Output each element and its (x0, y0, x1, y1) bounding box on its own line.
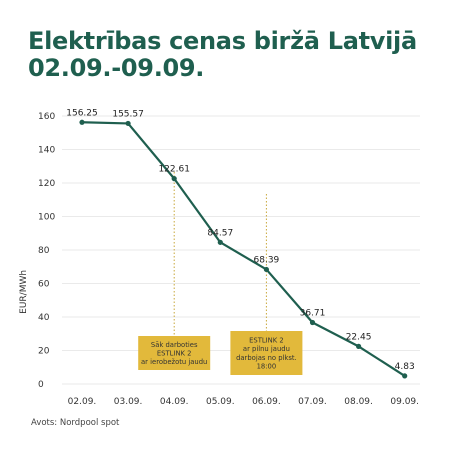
data-point (171, 176, 177, 182)
x-tick-label: 06.09. (252, 397, 281, 407)
data-point (309, 319, 316, 326)
y-tick-label: 80 (38, 246, 50, 256)
data-point (263, 266, 269, 273)
data-label: 155.57 (112, 109, 144, 119)
chart-title: Elektrības cenas biržā Latvijā 02.09.-09… (28, 28, 417, 82)
data-label: 84.57 (207, 228, 233, 238)
x-tick-label: 02.09. (68, 397, 97, 407)
annotation-text: Sāk darboties (151, 341, 198, 349)
y-tick-label: 140 (38, 146, 55, 156)
annotation-text: ESTLINK 2 (249, 337, 284, 345)
title-line-1: Elektrības cenas biržā Latvijā (28, 27, 417, 55)
annotation-text: 18:00 (257, 362, 277, 370)
data-label: 122.61 (158, 165, 190, 175)
y-tick-label: 40 (38, 313, 50, 323)
y-tick-label: 20 (38, 347, 50, 357)
x-tick-label: 03.09. (114, 397, 143, 407)
data-point (402, 373, 408, 379)
data-label: 68.39 (254, 255, 280, 265)
y-tick-label: 120 (38, 179, 55, 189)
annotation-text: ar pilnu jaudu (243, 345, 290, 353)
x-tick-label: 05.09. (206, 397, 235, 407)
y-axis-label: EUR/MWh (19, 270, 29, 314)
title-line-2: 02.09.-09.09. (28, 54, 205, 82)
y-tick-label: 60 (38, 280, 50, 290)
annotation-text: darbojas no plkst. (236, 354, 297, 362)
annotation-box (138, 336, 211, 370)
data-point (79, 119, 85, 125)
data-point (125, 120, 131, 127)
x-tick-label: 07.09. (298, 397, 327, 407)
data-label: 22.45 (346, 332, 372, 342)
data-point (356, 343, 362, 349)
annotation-box (230, 331, 303, 375)
source-note: Avots: Nordpool spot (31, 418, 120, 428)
x-tick-label: 08.09. (344, 397, 373, 407)
annotation-text: ESTLINK 2 (157, 350, 192, 358)
annotation-text: ar ierobežotu jaudu (141, 358, 207, 366)
data-point (217, 239, 223, 245)
data-label: 4.83 (395, 362, 415, 372)
x-tick-label: 09.09. (390, 397, 419, 407)
y-tick-label: 160 (38, 112, 55, 122)
y-tick-label: 0 (38, 380, 44, 390)
x-tick-label: 04.09. (160, 397, 189, 407)
data-label: 36.71 (300, 309, 326, 319)
data-label: 156.25 (66, 108, 98, 118)
y-tick-label: 100 (38, 213, 55, 223)
series-line (81, 121, 406, 377)
